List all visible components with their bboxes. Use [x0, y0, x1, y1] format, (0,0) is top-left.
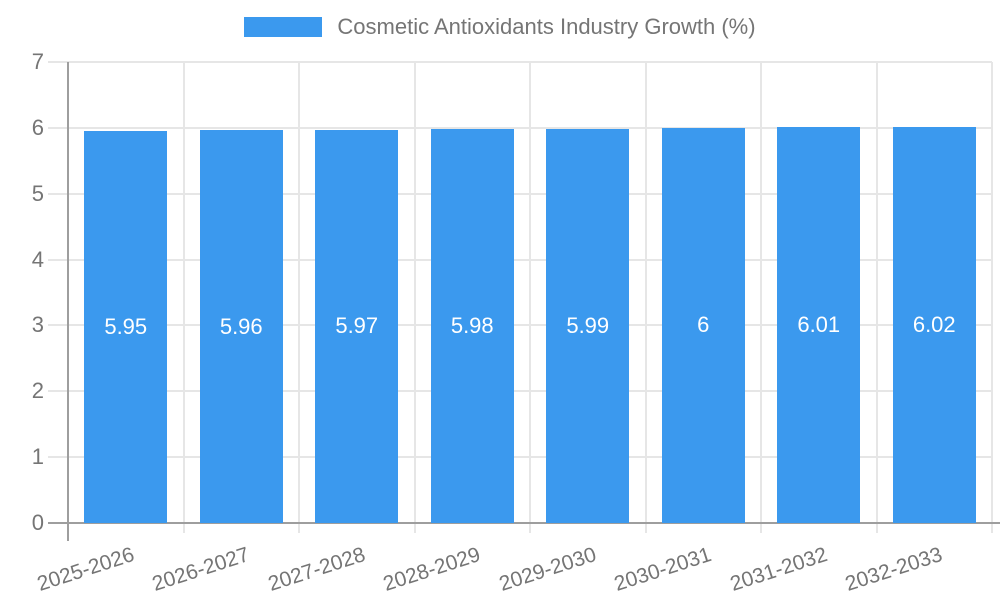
bar	[315, 129, 399, 523]
y-axis-tick-label: 5	[31, 180, 44, 206]
bar	[546, 128, 630, 523]
bar	[84, 131, 168, 523]
bar-value-label: 5.96	[219, 313, 263, 339]
bar	[199, 130, 283, 523]
bar-value-label: 6	[697, 312, 710, 338]
y-axis-tick	[48, 61, 68, 63]
y-axis-tick	[48, 258, 68, 261]
bar-value-label: 5.95	[104, 314, 148, 340]
v-gridline	[529, 62, 531, 533]
y-axis-tick	[48, 126, 68, 129]
y-axis-tick	[48, 192, 68, 195]
bar	[892, 126, 976, 523]
bar-value-label: 5.98	[450, 313, 494, 339]
y-axis-tick-label: 6	[31, 114, 44, 140]
y-axis-tick	[48, 324, 68, 327]
bar-value-label: 6.01	[797, 312, 841, 338]
bar-value-label: 5.97	[335, 313, 379, 339]
legend-label: Cosmetic Antioxidants Industry Growth (%…	[337, 14, 756, 39]
x-axis-line	[48, 522, 1000, 524]
v-gridline	[413, 62, 416, 533]
v-gridline	[875, 62, 878, 533]
v-gridline	[760, 62, 762, 533]
y-axis-tick-label: 2	[31, 378, 44, 404]
legend-swatch	[244, 17, 323, 37]
v-gridline	[298, 62, 300, 533]
bar-value-label: 6.02	[912, 311, 956, 337]
y-axis-line	[67, 62, 69, 541]
bar	[777, 127, 861, 523]
y-axis-tick-label: 7	[31, 49, 44, 74]
y-axis-tick-label: 3	[31, 312, 44, 338]
bar	[430, 129, 514, 523]
y-axis-tick-label: 4	[31, 246, 44, 272]
y-axis-tick-label: 0	[31, 510, 44, 535]
v-gridline	[991, 62, 993, 533]
y-axis-tick-label: 1	[31, 444, 44, 470]
y-axis-tick	[48, 456, 68, 459]
chart-legend: Cosmetic Antioxidants Industry Growth (%…	[0, 14, 1000, 40]
bar	[661, 127, 745, 523]
v-gridline	[644, 62, 647, 533]
bar-value-label: 5.99	[566, 312, 610, 338]
y-axis-tick	[48, 390, 68, 393]
v-gridline	[182, 62, 185, 533]
